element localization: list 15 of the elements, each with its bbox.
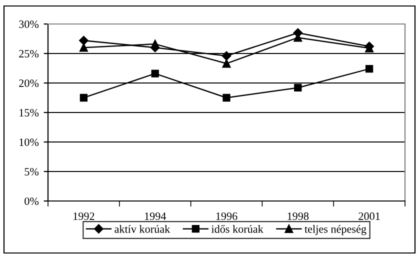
- y-tick-label: 25%: [19, 50, 39, 58]
- x-tick-label: 1992: [74, 212, 94, 220]
- x-tick-label: 1996: [216, 212, 238, 220]
- legend-label: idős korúak: [211, 224, 264, 233]
- x-tick-label: 1998: [288, 212, 309, 220]
- y-tick-label: 20%: [19, 79, 39, 87]
- x-tick-label: 2001: [358, 212, 380, 220]
- y-tick-label: 30%: [19, 20, 39, 28]
- legend-label: aktív korúak: [114, 224, 170, 233]
- y-tick-label: 0%: [24, 197, 39, 205]
- y-tick-label: 15%: [20, 108, 39, 116]
- x-tick-label: 1994: [144, 212, 166, 220]
- legend-label: teljes népeség: [304, 224, 366, 236]
- y-tick-label: 5%: [24, 168, 39, 176]
- y-tick-label: 10%: [20, 138, 39, 146]
